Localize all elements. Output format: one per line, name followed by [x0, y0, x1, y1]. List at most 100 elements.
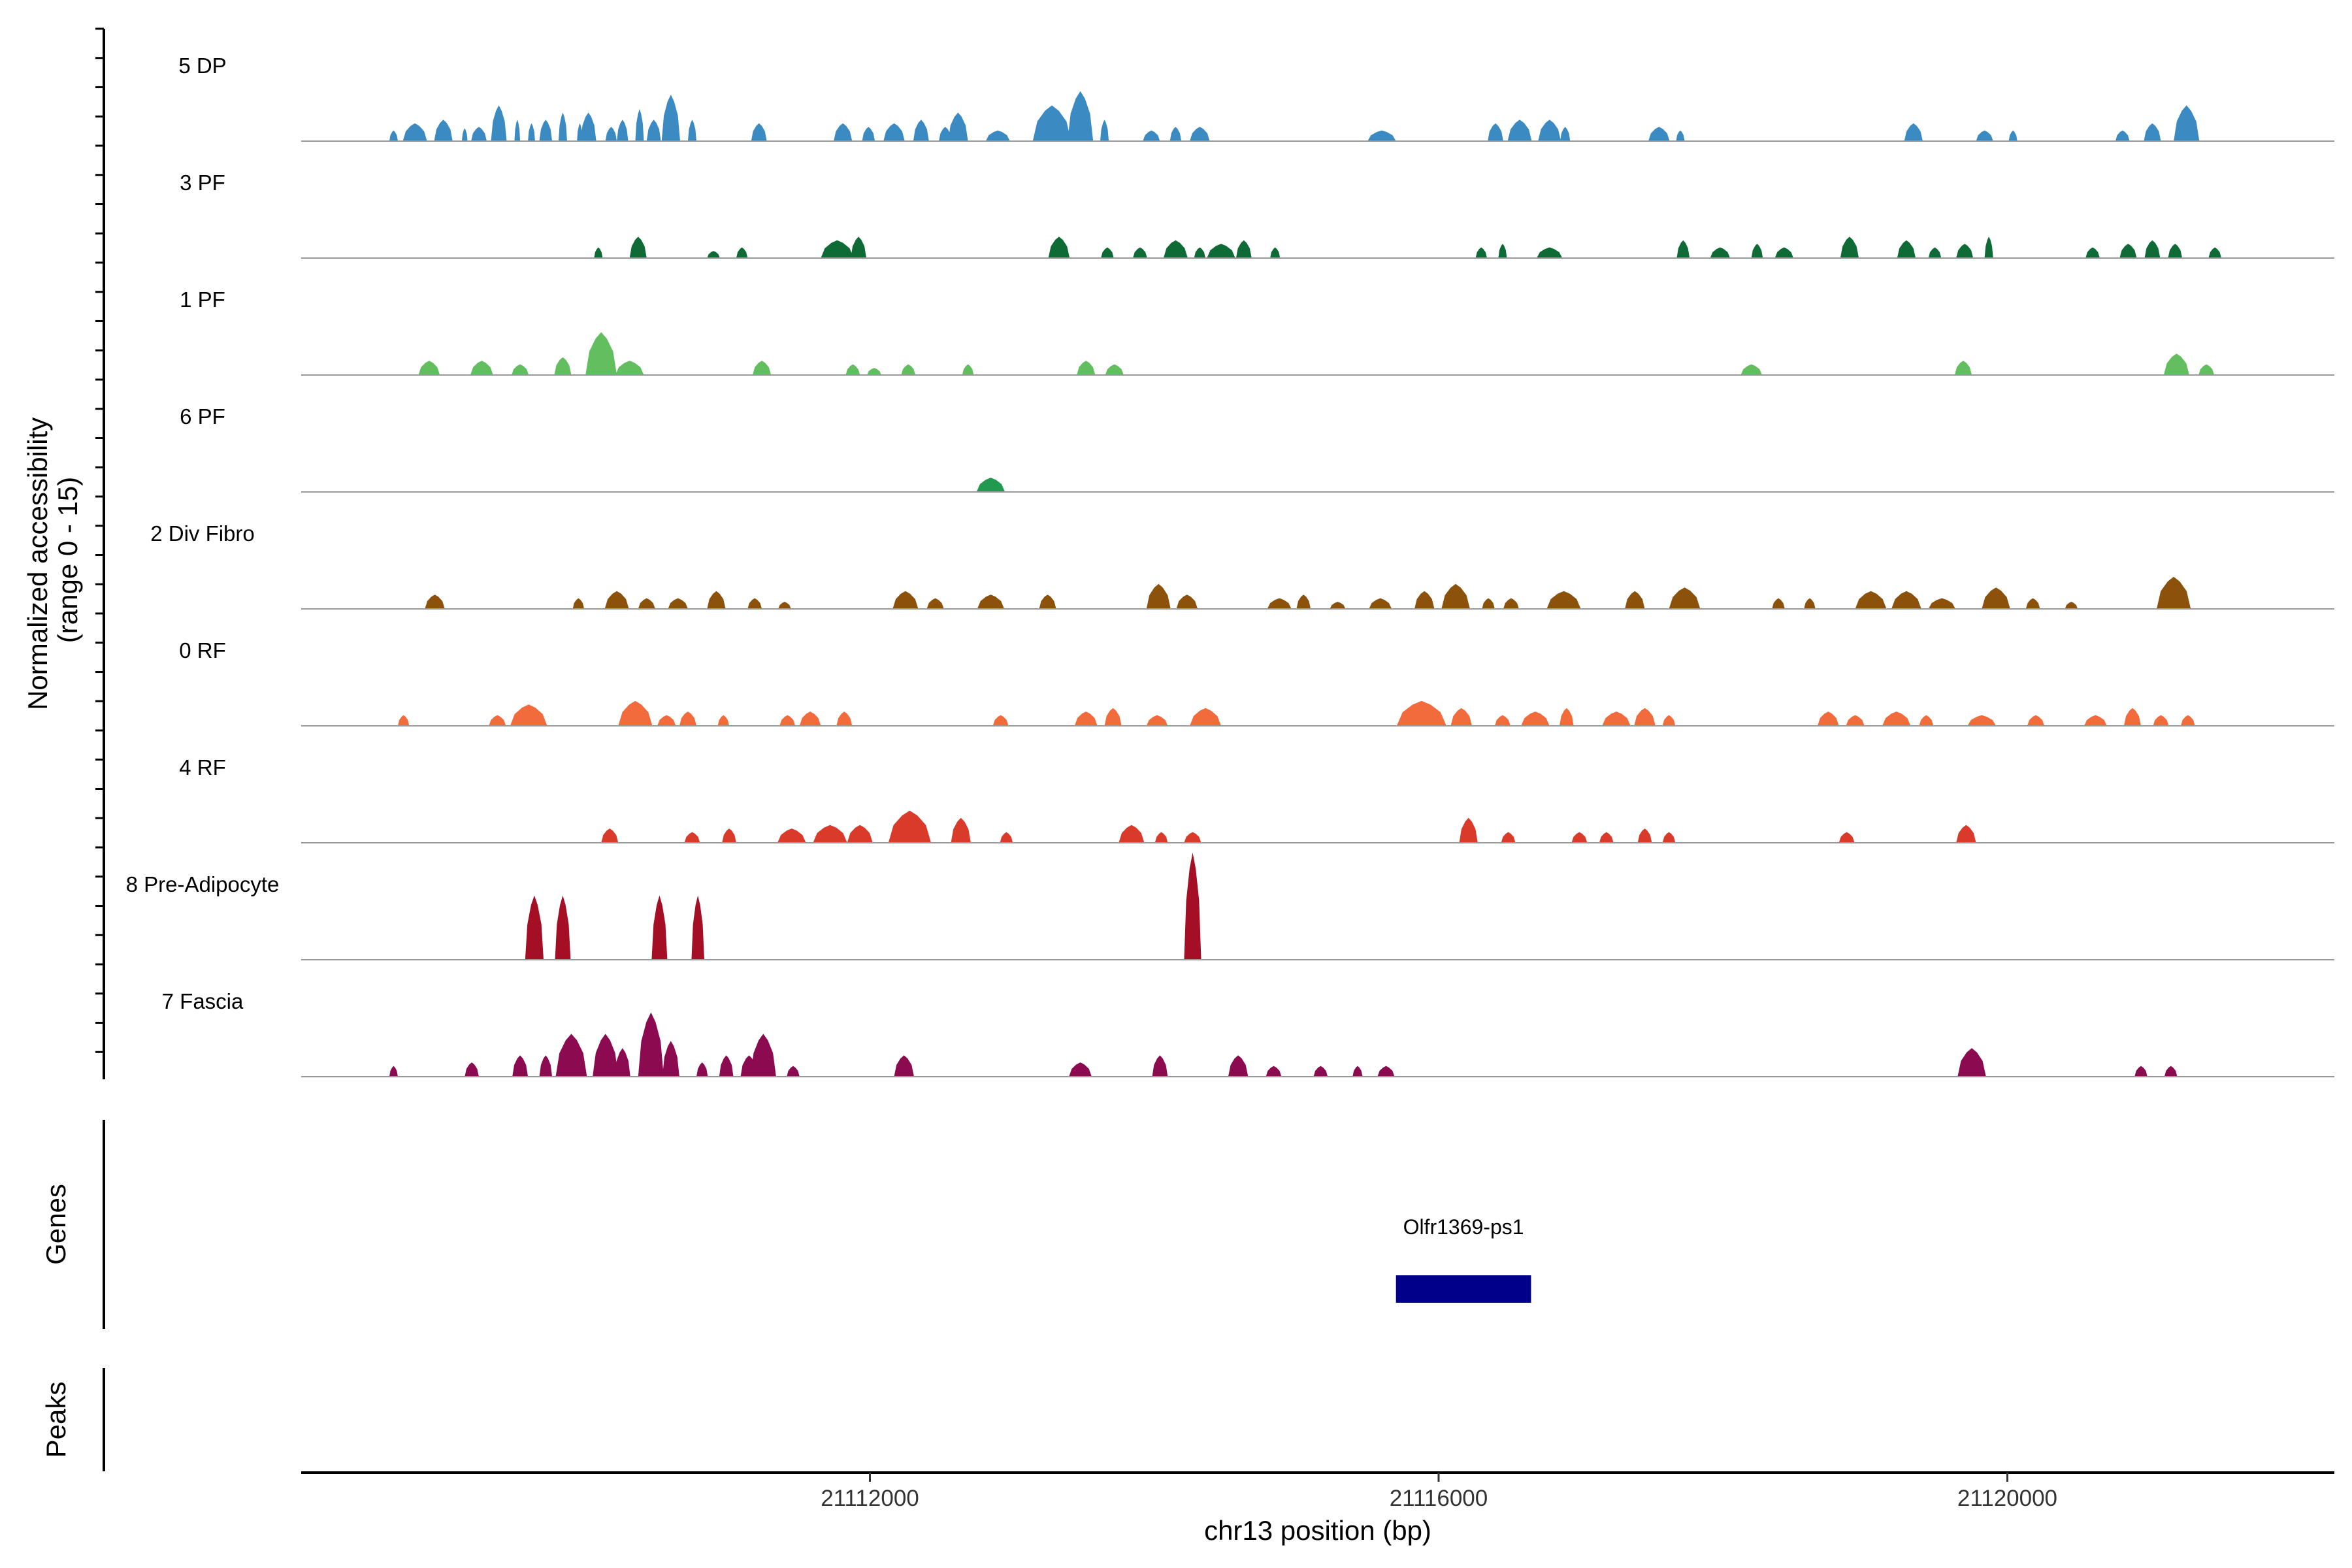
- coverage-peak: [1488, 123, 1503, 141]
- coverage-peak: [489, 715, 506, 726]
- coverage-peak: [1169, 127, 1182, 141]
- coverage-peak: [985, 130, 1010, 141]
- coverage-peak: [604, 591, 629, 609]
- coverage-peak: [1032, 105, 1071, 141]
- coverage-peak: [892, 591, 919, 609]
- coverage-peak: [722, 828, 736, 843]
- coverage-peak: [1634, 708, 1656, 726]
- coverage-peak: [1774, 247, 1793, 258]
- coverage-peak: [465, 1062, 479, 1077]
- coverage-peak: [2134, 1066, 2148, 1077]
- coverage-peak: [601, 828, 619, 843]
- coverage-peak: [617, 120, 629, 141]
- track-label: 8 Pre-Adipocyte: [126, 872, 280, 896]
- coverage-peak: [635, 108, 644, 141]
- coverage-peak: [1967, 715, 1997, 726]
- x-tick-label: 21116000: [1390, 1486, 1488, 1511]
- coverage-peak: [691, 895, 704, 960]
- coverage-peak: [668, 598, 688, 609]
- track-5: 0 RF: [179, 638, 2334, 727]
- coverage-peak: [687, 120, 696, 141]
- coverage-peak: [847, 825, 873, 843]
- coverage-peak: [1919, 715, 1934, 726]
- coverage-peak: [398, 715, 410, 726]
- coverage-peak: [1984, 237, 1993, 258]
- track-label: 0 RF: [179, 638, 226, 662]
- coverage-peak: [1143, 130, 1160, 141]
- coverage-peak: [2153, 715, 2169, 726]
- coverage-peak: [1154, 832, 1168, 843]
- coverage-peak: [862, 127, 875, 141]
- coverage-peak: [638, 598, 655, 609]
- coverage-peak: [679, 711, 696, 726]
- coverage-peak: [1503, 598, 1519, 609]
- coverage-peak: [1235, 240, 1252, 258]
- coverage-peak: [1498, 244, 1507, 258]
- track-2: 1 PF: [180, 287, 2334, 376]
- coverage-peak: [1637, 828, 1652, 843]
- coverage-peak: [1450, 708, 1473, 726]
- coverage-peak: [2144, 123, 2161, 141]
- coverage-peak: [1194, 247, 1206, 258]
- coverage-peak: [787, 1066, 800, 1077]
- peaks-panel-title: Peaks: [41, 1382, 71, 1458]
- coverage-peak: [425, 595, 445, 609]
- gene-annotations: Olfr1369-ps1: [1396, 1215, 1531, 1303]
- coverage-peak: [1459, 817, 1478, 843]
- coverage-peak: [593, 1034, 619, 1077]
- coverage-peak: [1546, 591, 1581, 609]
- track-1: 3 PF: [180, 171, 2334, 259]
- y-axis-title-line-2: (range 0 - 15): [52, 477, 83, 643]
- coverage-peak: [558, 112, 567, 141]
- coverage-peak: [638, 1012, 664, 1077]
- coverage-peak: [1662, 832, 1676, 843]
- coverage-peak: [1074, 711, 1098, 726]
- coverage-peak: [1537, 247, 1563, 258]
- coverage-peak: [661, 94, 680, 141]
- coverage-peak: [778, 602, 791, 609]
- coverage-peak: [1184, 832, 1201, 843]
- coverage-peak: [1048, 237, 1070, 258]
- coverage-peak: [867, 368, 881, 375]
- coverage-peak: [1184, 853, 1201, 960]
- coverage-peak: [1176, 595, 1198, 609]
- coverage-peak: [707, 591, 726, 609]
- coverage-peak: [948, 112, 968, 141]
- coverage-peak: [2174, 105, 2200, 141]
- coverage-peak: [491, 105, 507, 141]
- coverage-tracks: 5 DP 3 PF 1 PF 6 PF 2 Div Fibro 0 RF 4 RF 8 Pre…: [126, 54, 2334, 1077]
- coverage-peak: [434, 120, 453, 141]
- coverage-peak: [951, 817, 971, 843]
- coverage-peak: [2025, 598, 2040, 609]
- coverage-peak: [1840, 237, 1859, 258]
- coverage-peak: [1100, 120, 1109, 141]
- coverage-peak: [1817, 711, 1839, 726]
- coverage-peak: [1396, 700, 1446, 726]
- coverage-peak: [580, 112, 596, 141]
- coverage-peak: [1190, 708, 1221, 726]
- coverage-peak: [2085, 247, 2100, 258]
- coverage-peak: [851, 237, 866, 258]
- coverage-peak: [2208, 247, 2221, 258]
- coverage-peak: [1101, 247, 1114, 258]
- coverage-peak: [1602, 711, 1631, 726]
- coverage-peak: [813, 825, 847, 843]
- track-8: 7 Fascia: [162, 989, 2334, 1077]
- coverage-peak: [1441, 583, 1470, 609]
- coverage-peak: [471, 127, 487, 141]
- coverage-peak: [554, 357, 572, 375]
- coverage-peak: [1163, 240, 1188, 258]
- coverage-peak: [799, 711, 821, 726]
- coverage-peak: [1494, 715, 1511, 726]
- track-4: 2 Div Fibro: [150, 521, 2334, 610]
- x-axis-title: chr13 position (bp): [1204, 1515, 1431, 1546]
- coverage-peak: [2144, 240, 2161, 258]
- coverage-peak: [1956, 825, 1976, 843]
- coverage-peak: [629, 237, 647, 258]
- coverage-peak: [402, 123, 427, 141]
- coverage-peak: [470, 361, 493, 375]
- coverage-peak: [1000, 832, 1013, 843]
- coverage-peak: [1838, 832, 1855, 843]
- coverage-peak: [555, 1034, 587, 1077]
- coverage-peak: [834, 123, 853, 141]
